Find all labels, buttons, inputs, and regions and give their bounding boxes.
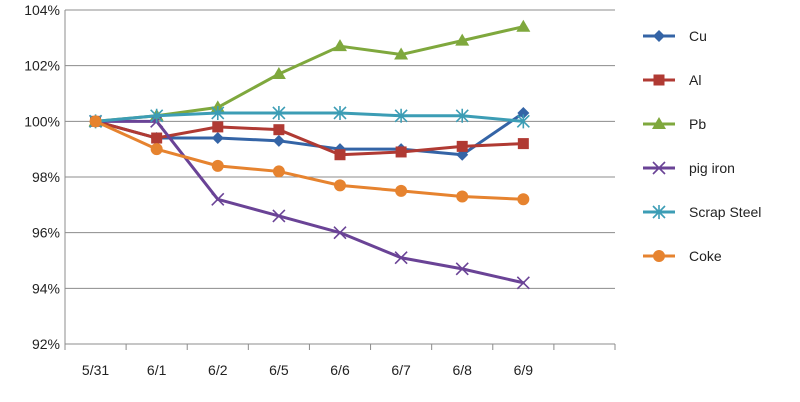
data-point-al bbox=[517, 138, 529, 150]
legend-marker bbox=[653, 250, 665, 262]
x-tick-label: 5/31 bbox=[82, 362, 109, 378]
data-point-al bbox=[273, 124, 285, 136]
legend-label: pig iron bbox=[689, 160, 735, 176]
series-pb bbox=[88, 19, 531, 127]
legend-item-pb: Pb bbox=[643, 116, 706, 132]
x-tick-label: 6/7 bbox=[391, 362, 411, 378]
data-point-scrap-steel bbox=[333, 105, 347, 120]
data-point-cu bbox=[517, 106, 530, 119]
data-point-scrap-steel bbox=[516, 114, 530, 129]
data-point-coke bbox=[517, 193, 530, 206]
data-point-coke bbox=[395, 184, 408, 197]
data-point-coke bbox=[150, 143, 163, 156]
data-point-pig-iron bbox=[272, 209, 286, 223]
x-axis-ticks: 5/31 6/1 6/2 6/5 6/6 6/7 6/8 6/9 bbox=[64, 344, 616, 378]
data-point-al bbox=[151, 132, 163, 144]
data-point-pb bbox=[394, 47, 409, 60]
data-point-pb bbox=[455, 33, 470, 46]
y-tick-label: 100% bbox=[24, 113, 60, 129]
legend-marker bbox=[652, 161, 666, 175]
legend-label: Al bbox=[689, 72, 701, 88]
legend-marker bbox=[653, 30, 665, 42]
legend-item-al: Al bbox=[643, 72, 701, 88]
data-point-cu bbox=[272, 134, 285, 147]
data-point-pb bbox=[333, 39, 347, 52]
legend-marker bbox=[652, 117, 666, 129]
series-coke bbox=[89, 115, 530, 206]
data-point-coke bbox=[211, 159, 224, 172]
data-point-coke bbox=[89, 115, 102, 128]
series-line-cu bbox=[94, 111, 525, 157]
legend-label: Coke bbox=[689, 248, 722, 264]
y-tick-label: 104% bbox=[24, 2, 60, 18]
legend-item-cu: Cu bbox=[643, 28, 707, 44]
data-point-al bbox=[334, 149, 346, 161]
data-point-pig-iron bbox=[394, 251, 408, 265]
legend-marker bbox=[653, 74, 665, 86]
data-point-pb bbox=[271, 67, 286, 80]
series-line-scrap-steel bbox=[94, 111, 525, 123]
legend-marker bbox=[652, 205, 666, 219]
series-line-pig-iron bbox=[94, 119, 525, 285]
x-tick-label: 6/2 bbox=[208, 362, 228, 378]
data-point-scrap-steel bbox=[394, 108, 408, 123]
y-tick-label: 94% bbox=[32, 280, 60, 296]
legend-label: Cu bbox=[689, 28, 707, 44]
data-point-scrap-steel bbox=[272, 105, 286, 120]
data-point-pig-iron bbox=[333, 226, 347, 240]
x-tick-label: 6/1 bbox=[147, 362, 167, 378]
data-point-coke bbox=[334, 179, 346, 192]
legend: Cu Al Pb pig iron Scrap Steel Coke bbox=[643, 28, 761, 264]
y-tick-label: 96% bbox=[32, 225, 60, 241]
data-point-coke bbox=[272, 165, 285, 178]
x-tick-label: 6/5 bbox=[269, 362, 289, 378]
x-tick-label: 6/8 bbox=[452, 362, 472, 378]
data-point-pig-iron bbox=[455, 262, 469, 276]
legend-item-pig-iron: pig iron bbox=[643, 160, 735, 176]
data-point-pig-iron bbox=[211, 192, 225, 206]
legend-label: Scrap Steel bbox=[689, 204, 761, 220]
series-line-coke bbox=[94, 119, 525, 201]
data-point-al bbox=[395, 146, 407, 158]
data-point-scrap-steel bbox=[150, 108, 164, 123]
data-point-scrap-steel bbox=[211, 105, 225, 120]
data-point-al bbox=[212, 121, 224, 133]
data-point-pb bbox=[516, 19, 531, 32]
legend-item-coke: Coke bbox=[643, 248, 722, 264]
series-group bbox=[88, 19, 531, 290]
data-point-cu bbox=[211, 132, 224, 145]
y-axis-ticks: 92% 94% 96% 98% 100% 102% 104% bbox=[24, 2, 60, 352]
data-point-scrap-steel bbox=[455, 108, 469, 123]
data-point-pig-iron bbox=[516, 276, 530, 290]
data-point-coke bbox=[456, 190, 469, 203]
y-tick-label: 92% bbox=[32, 336, 60, 352]
legend-label: Pb bbox=[689, 116, 706, 132]
series-scrap-steel bbox=[88, 105, 530, 129]
y-tick-label: 98% bbox=[32, 169, 60, 185]
x-tick-label: 6/6 bbox=[330, 362, 350, 378]
y-tick-label: 102% bbox=[24, 58, 60, 74]
x-tick-label: 6/9 bbox=[514, 362, 534, 378]
legend-item-scrap-steel: Scrap Steel bbox=[643, 204, 761, 220]
data-point-al bbox=[456, 140, 468, 152]
